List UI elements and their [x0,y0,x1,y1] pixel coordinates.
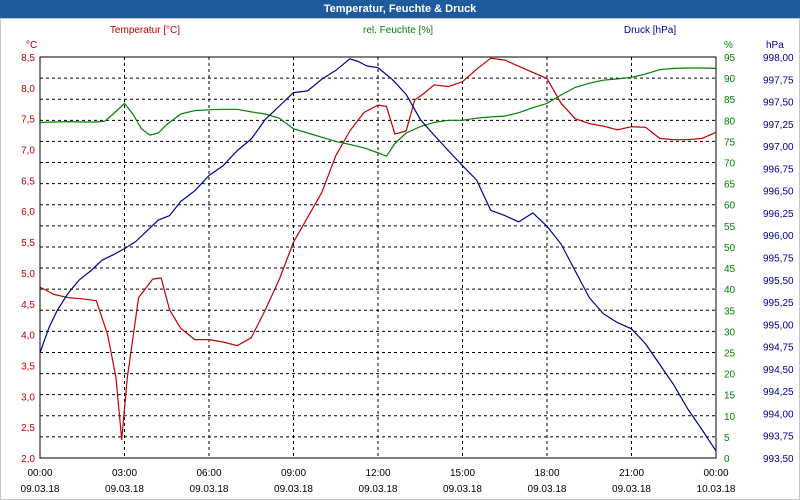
plot-border [39,56,717,459]
y-tick-pressure: 997,25 [763,120,794,131]
y-tick-humidity: 10 [724,412,736,423]
y-tick-pressure: 993,75 [763,432,794,443]
legend-humidity: rel. Feuchte [%] [363,25,433,36]
y-tick-humidity: 25 [724,348,736,359]
series-line-pressure [39,58,717,452]
y-tick-pressure: 996,75 [763,164,794,175]
y-tick-humidity: 40 [724,285,736,296]
y-tick-temperature: 4,0 [21,331,35,342]
x-tick-date: 09.03.18 [274,484,313,495]
x-tick-date: 09.03.18 [528,484,567,495]
y-tick-pressure: 994,75 [763,343,794,354]
window-title: Temperatur, Feuchte & Druck [0,0,800,18]
y-tick-pressure: 998,00 [763,53,794,64]
x-tick-time: 21:00 [619,468,644,479]
y-tick-pressure: 997,75 [763,75,794,86]
y-tick-pressure: 995,25 [763,298,794,309]
y-tick-humidity: 80 [724,116,736,127]
y-tick-humidity: 70 [724,159,736,170]
x-tick-date: 09.03.18 [443,484,482,495]
y-tick-temperature: 6,0 [21,207,35,218]
y-tick-temperature: 3,5 [21,361,35,372]
x-tick-date: 09.03.18 [21,484,60,495]
x-tick-date: 09.03.18 [105,484,144,495]
y-tick-humidity: 65 [724,180,736,191]
y-tick-temperature: 7,0 [21,146,35,157]
y-tick-pressure: 995,00 [763,320,794,331]
y-tick-humidity: 75 [724,137,736,148]
x-tick-time: 09:00 [281,468,306,479]
y-tick-humidity: 60 [724,201,736,212]
y-tick-pressure: 994,25 [763,387,794,398]
y-tick-temperature: 4,5 [21,300,35,311]
legend-pressure: Druck [hPa] [624,25,676,36]
y-tick-temperature: 5,5 [21,238,35,249]
x-tick-time: 12:00 [365,468,390,479]
x-tick-time: 06:00 [196,468,221,479]
y-tick-humidity: 50 [724,243,736,254]
unit-pressure: hPa [766,40,784,51]
y-tick-humidity: 5 [724,433,730,444]
y-tick-pressure: 995,50 [763,276,794,287]
y-tick-humidity: 0 [724,454,730,465]
series [39,57,717,452]
x-tick-time: 00:00 [27,468,52,479]
y-tick-pressure: 997,50 [763,98,794,109]
y-tick-temperature: 7,5 [21,115,35,126]
y-tick-pressure: 994,50 [763,365,794,376]
y-tick-humidity: 35 [724,306,736,317]
grid [40,57,716,458]
y-tick-pressure: 993,50 [763,454,794,465]
axes: 00:00 09.03.18 03:00 09.03.18 06:00 09.03.18 0… [21,53,794,495]
series-line-temperature [39,57,717,441]
y-tick-temperature: 2,5 [21,423,35,434]
y-tick-humidity: 45 [724,264,736,275]
y-tick-temperature: 5,0 [21,269,35,280]
y-tick-temperature: 2,0 [21,454,35,465]
y-tick-temperature: 8,0 [21,84,35,95]
x-tick-date: 09.03.18 [612,484,651,495]
y-tick-humidity: 55 [724,222,736,233]
x-tick-date: 09.03.18 [359,484,398,495]
y-tick-humidity: 30 [724,327,736,338]
x-tick-date: 10.03.18 [697,484,736,495]
y-tick-humidity: 90 [724,74,736,85]
y-tick-pressure: 995,75 [763,254,794,265]
legend-temperature: Temperatur [°C] [110,25,180,36]
x-tick-time: 00:00 [703,468,728,479]
y-tick-pressure: 997,00 [763,142,794,153]
y-tick-pressure: 994,00 [763,409,794,420]
series-line-humidity [39,67,717,157]
unit-humidity: % [724,40,733,51]
y-tick-humidity: 85 [724,95,736,106]
x-tick-time: 18:00 [534,468,559,479]
x-tick-time: 15:00 [450,468,475,479]
unit-temperature: °C [26,40,37,51]
y-tick-humidity: 20 [724,370,736,381]
x-tick-date: 09.03.18 [190,484,229,495]
y-tick-temperature: 3,0 [21,392,35,403]
y-tick-pressure: 996,50 [763,187,794,198]
y-tick-temperature: 8,5 [21,53,35,64]
x-tick-time: 03:00 [112,468,137,479]
y-tick-humidity: 95 [724,53,736,64]
y-tick-temperature: 6,5 [21,176,35,187]
y-tick-humidity: 15 [724,391,736,402]
y-tick-pressure: 996,25 [763,209,794,220]
y-tick-pressure: 996,00 [763,231,794,242]
